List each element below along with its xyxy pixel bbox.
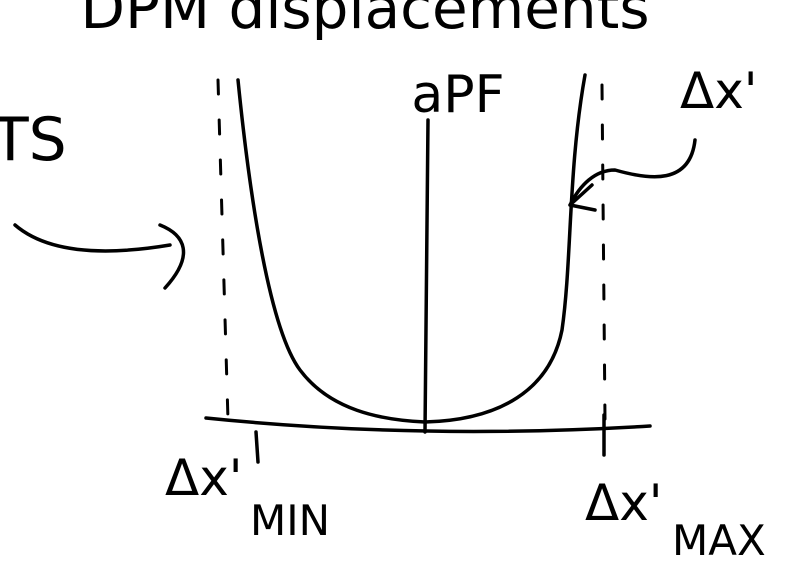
right-arrow xyxy=(570,140,695,210)
max-bound xyxy=(602,85,605,420)
y-axis-label: aPF xyxy=(411,65,504,125)
x-max-symbol: Δx' xyxy=(585,474,663,532)
x-axis xyxy=(206,418,650,431)
left-arrow xyxy=(15,225,184,288)
min-tick xyxy=(256,432,258,462)
sketch: DPM displacements TS aPF Δx' Δx' MIN Δx'… xyxy=(0,0,788,563)
title: DPM displacements xyxy=(80,0,649,42)
x-min-symbol: Δx' xyxy=(165,449,243,507)
x-max-subscript: MAX xyxy=(672,516,766,563)
min-bound xyxy=(218,80,228,420)
upper-right-label: Δx' xyxy=(680,62,758,120)
x-min-subscript: MIN xyxy=(250,496,330,545)
curve xyxy=(238,75,585,422)
y-axis xyxy=(425,120,428,432)
page: DPM displacements TS aPF Δx' Δx' MIN Δx'… xyxy=(0,0,788,563)
left-fragment: TS xyxy=(0,105,67,175)
